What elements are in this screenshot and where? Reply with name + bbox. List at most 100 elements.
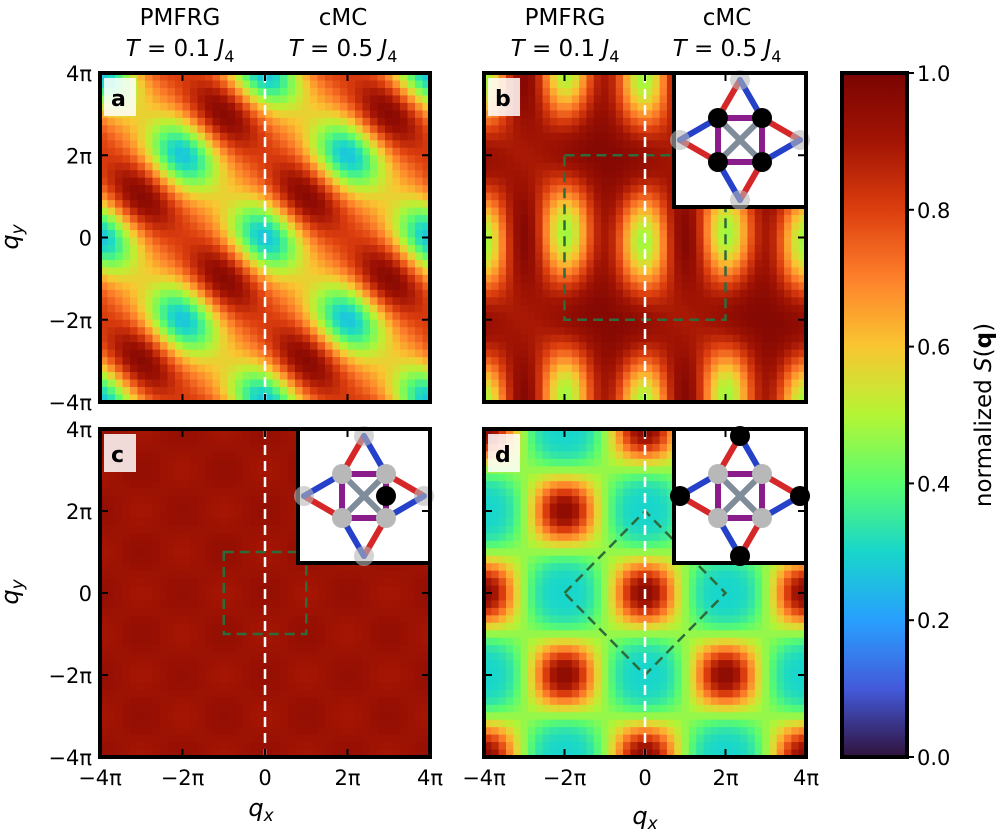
- heatmap-cell: [527, 170, 536, 179]
- heatmap-cell: [593, 364, 602, 373]
- heatmap-cell: [332, 372, 341, 381]
- heatmap-cell: [688, 259, 697, 269]
- heatmap-cell: [557, 289, 566, 298]
- heatmap-cell: [798, 252, 806, 261]
- heatmap-cell: [688, 327, 697, 336]
- heatmap-cell: [257, 458, 266, 467]
- heatmap-cell: [257, 600, 266, 609]
- heatmap-cell: [152, 192, 161, 201]
- heatmap-cell: [107, 734, 116, 743]
- heatmap-cell: [220, 742, 229, 751]
- heatmap-cell: [250, 132, 259, 141]
- heatmap-cell: [400, 192, 409, 201]
- heatmap-cell: [250, 87, 259, 97]
- heatmap-cell: [392, 319, 401, 328]
- heatmap-cell: [257, 488, 266, 497]
- heatmap-cell: [703, 349, 712, 358]
- heatmap-cell: [122, 540, 131, 549]
- heatmap-cell: [212, 682, 221, 691]
- heatmap-cell: [776, 319, 785, 328]
- heatmap-cell: [182, 372, 191, 381]
- heatmap-cell: [542, 170, 551, 179]
- heatmap-cell: [295, 222, 304, 231]
- heatmap-cell: [491, 312, 500, 321]
- heatmap-cell: [645, 379, 653, 388]
- heatmap-cell: [152, 689, 161, 698]
- heatmap-cell: [197, 622, 206, 631]
- heatmap-cell: [167, 511, 176, 520]
- heatmap-cell: [257, 185, 266, 194]
- heatmap-cell: [422, 95, 430, 104]
- heatmap-cell: [265, 451, 274, 460]
- heatmap-cell: [100, 192, 109, 201]
- heatmap-cell: [415, 334, 424, 343]
- heatmap-cell: [400, 312, 409, 321]
- heatmap-cell: [167, 267, 176, 276]
- heatmap-cell: [265, 80, 274, 89]
- heatmap-cell: [732, 349, 741, 358]
- heatmap-cell: [197, 607, 206, 616]
- heatmap-cell: [265, 660, 274, 669]
- heatmap-cell: [645, 110, 653, 119]
- heatmap-cell: [257, 192, 266, 201]
- heatmap-cell: [145, 177, 154, 186]
- heatmap-cell: [637, 357, 646, 366]
- heatmap-cell: [160, 289, 169, 298]
- heatmap-cell: [145, 511, 154, 520]
- heatmap-cell: [586, 282, 595, 291]
- heatmap-cell: [332, 244, 341, 254]
- heatmap-cell: [197, 162, 206, 171]
- heatmap-cell: [115, 312, 124, 321]
- heatmap-cell: [205, 600, 214, 609]
- heatmap-cell: [615, 125, 624, 134]
- heatmap-cell: [107, 585, 116, 594]
- heatmap-cell: [167, 704, 176, 713]
- heatmap-cell: [115, 563, 124, 572]
- heatmap-cell: [776, 282, 785, 291]
- heatmap-cell: [725, 222, 734, 231]
- heatmap-cell: [167, 312, 176, 321]
- heatmap-cell: [659, 237, 668, 246]
- heatmap-cell: [520, 349, 529, 358]
- heatmap-cell: [652, 342, 661, 351]
- heatmap-cell: [302, 334, 311, 343]
- heatmap-cell: [370, 297, 379, 306]
- heatmap-cell: [535, 155, 544, 164]
- heatmap-cell: [265, 259, 274, 269]
- heatmap-cell: [137, 267, 146, 276]
- heatmap-cell: [280, 394, 289, 402]
- heatmap-cell: [272, 282, 281, 291]
- heatmap-cell: [696, 267, 705, 276]
- heatmap-cell: [115, 222, 124, 231]
- heatmap-cell: [197, 555, 206, 564]
- heatmap-cell: [549, 349, 558, 358]
- heatmap-cell: [652, 95, 661, 104]
- heatmap-cell: [227, 289, 236, 298]
- heatmap-cell: [557, 282, 566, 291]
- heatmap-cell: [415, 155, 424, 164]
- heatmap-cell: [484, 364, 492, 373]
- heatmap-cell: [652, 170, 661, 179]
- heatmap-cell: [362, 252, 371, 261]
- heatmap-cell: [325, 237, 334, 246]
- heatmap-cell: [295, 117, 304, 126]
- heatmap-cell: [593, 357, 602, 366]
- heatmap-cell: [601, 289, 610, 298]
- heatmap-cell: [549, 125, 558, 134]
- heatmap-cell: [227, 349, 236, 358]
- heatmap-cell: [212, 185, 221, 194]
- heatmap-cell: [527, 304, 536, 313]
- heatmap-cell: [527, 372, 536, 381]
- heatmap-cell: [370, 282, 379, 291]
- heatmap-cell: [152, 200, 161, 209]
- heatmap-cell: [659, 342, 668, 351]
- heatmap-cell: [615, 252, 624, 261]
- heatmap-cell: [377, 177, 386, 186]
- heatmap-cell: [392, 80, 401, 89]
- heatmap-cell: [197, 645, 206, 654]
- heatmap-cell: [564, 95, 573, 104]
- heatmap-cell: [732, 319, 741, 328]
- heatmap-cell: [557, 95, 566, 104]
- heatmap-cell: [272, 443, 281, 452]
- heatmap-cell: [769, 394, 778, 402]
